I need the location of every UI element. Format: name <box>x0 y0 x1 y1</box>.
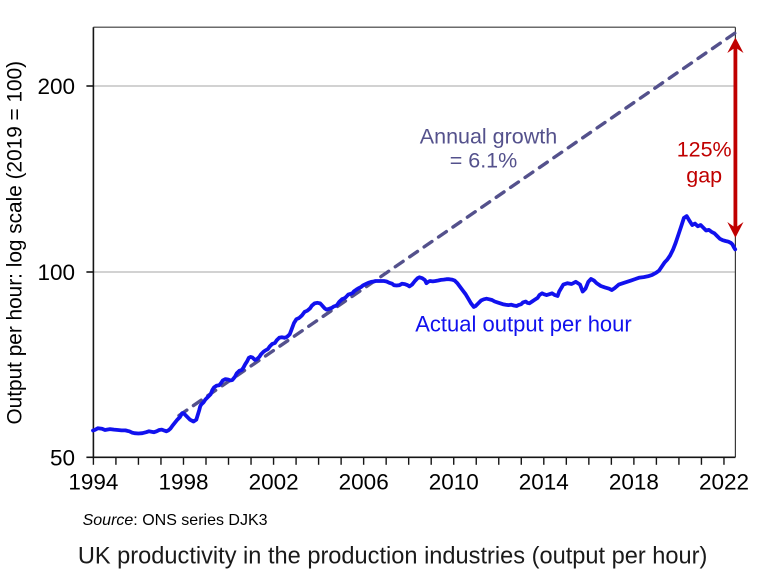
svg-text:UK productivity in the product: UK productivity in the production indust… <box>78 544 708 570</box>
svg-text:100: 100 <box>37 260 75 285</box>
svg-text:= 6.1%: = 6.1% <box>450 148 518 172</box>
svg-text:2022: 2022 <box>699 470 749 495</box>
svg-text:1998: 1998 <box>158 470 208 495</box>
svg-text:Annual growth: Annual growth <box>420 124 557 148</box>
svg-text:125%: 125% <box>677 137 732 161</box>
svg-text:2018: 2018 <box>609 470 659 495</box>
svg-text:Source: ONS series DJK3: Source: ONS series DJK3 <box>83 512 268 529</box>
svg-text:2006: 2006 <box>339 470 389 495</box>
svg-text:2010: 2010 <box>429 470 479 495</box>
svg-text:1994: 1994 <box>68 470 118 495</box>
svg-text:2002: 2002 <box>249 470 299 495</box>
svg-text:2014: 2014 <box>519 470 569 495</box>
svg-text:200: 200 <box>37 74 75 99</box>
svg-text:gap: gap <box>686 164 722 188</box>
svg-text:Output per hour: log scale (20: Output per hour: log scale (2019 = 100) <box>4 61 27 425</box>
svg-text:Actual output per hour: Actual output per hour <box>415 312 631 337</box>
svg-text:50: 50 <box>50 445 75 470</box>
